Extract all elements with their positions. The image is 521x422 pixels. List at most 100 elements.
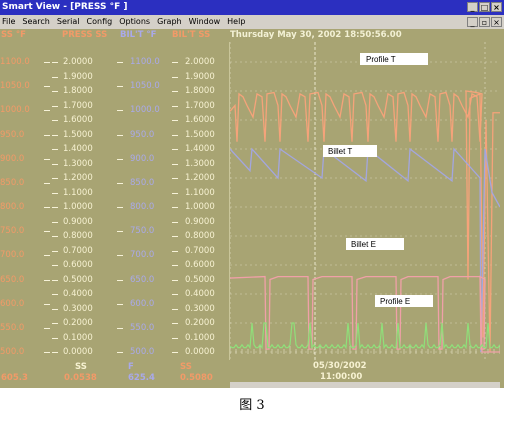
scale-tick [172, 352, 178, 353]
scale-tick [52, 279, 58, 281]
smart-view-window: Smart View - [PRESS °F ] _ □ × File Sear… [0, 0, 504, 388]
scale-col3-label: 600.0 [130, 298, 155, 309]
scale-tick [172, 120, 178, 121]
scale-tick [172, 76, 178, 78]
scale-col3-label: 850.0 [130, 177, 155, 188]
scale-tick [172, 192, 178, 194]
maximize-icon[interactable]: □ [479, 2, 490, 12]
scale-tick [172, 105, 178, 107]
scale-col1-label: 1100.0 [0, 57, 30, 67]
menu-graph[interactable]: Graph [157, 17, 182, 26]
scale-col2-label: 0.2000 [63, 318, 93, 328]
scale-tick [44, 62, 50, 63]
scale-tick [172, 221, 178, 223]
scale-tick [52, 337, 58, 339]
scale-col1-label: 750.0 [0, 226, 25, 237]
menu-options[interactable]: Options [119, 17, 151, 26]
footer-label-f: F [128, 362, 134, 372]
scale-col1-label: 500.0 [0, 347, 25, 357]
scale-tick [117, 207, 123, 208]
scale-col3-label: 650.0 [130, 274, 155, 285]
scale-col4-label: 0.1000 [185, 332, 215, 343]
scale-col2-label: 1.1000 [63, 187, 93, 198]
legend-billet-t: Billet T [323, 145, 377, 157]
scale-col4-label: 2.0000 [185, 57, 215, 67]
scale-tick [172, 178, 178, 179]
readout-press-ss: 0.0538 [64, 373, 97, 383]
scale-tick [117, 255, 123, 257]
scale-tick [44, 158, 50, 160]
scale-col2-label: 0.6000 [63, 260, 93, 270]
scale-tick [52, 163, 58, 165]
scale-col2-label: 0.7000 [63, 245, 93, 256]
child-close-icon[interactable]: × [491, 17, 502, 27]
scale-col3-label: 1000.0 [130, 105, 160, 116]
figure-caption: 图 3 [239, 398, 265, 413]
readout-billet-ss: 0.5080 [180, 373, 213, 383]
scale-col2-label: 0.0000 [63, 347, 93, 357]
scale-col2-label: 1.4000 [63, 144, 93, 154]
scale-tick [52, 105, 58, 107]
scale-tick [44, 231, 50, 233]
scale-tick [52, 134, 58, 136]
scale-tick [117, 134, 123, 136]
scale-col2-label: 1.2000 [63, 173, 93, 183]
scale-tick [117, 86, 123, 88]
legend-profile-e: Profile E [375, 295, 433, 307]
scale-col2-label: 2.0000 [63, 57, 93, 67]
scale-tick [44, 303, 50, 305]
cursor-time: 11:00:00 [320, 372, 363, 382]
scale-col4-label: 0.5000 [185, 274, 215, 285]
scale-col2-label: 0.9000 [63, 216, 93, 227]
scale-tick [44, 352, 50, 353]
menu-file[interactable]: File [2, 17, 16, 26]
scale-tick [172, 323, 178, 324]
scale-tick [172, 279, 178, 281]
menu-window[interactable]: Window [188, 17, 221, 26]
child-restore-icon[interactable]: ▫ [479, 17, 490, 27]
scale-tick [52, 294, 58, 295]
close-icon[interactable]: × [491, 2, 502, 12]
child-minimize-icon[interactable]: _ [467, 17, 478, 27]
scale-col2-label: 1.9000 [63, 71, 93, 82]
minimize-icon[interactable]: _ [467, 2, 478, 12]
scale-tick [172, 149, 178, 150]
scale-tick [44, 110, 50, 112]
plot-divider [229, 42, 230, 360]
menu-help[interactable]: Help [227, 17, 246, 26]
menu-serial[interactable]: Serial [56, 17, 80, 26]
scale-col1-label: 850.0 [0, 177, 25, 188]
plot-grid [230, 42, 500, 360]
scale-tick [44, 207, 50, 208]
menu-config[interactable]: Config [86, 17, 113, 26]
scale-tick [117, 327, 123, 329]
scale-col4-label: 0.6000 [185, 260, 215, 270]
header-press-ss: PRESS SS [62, 30, 108, 40]
legend-billet-e-label: Billet E [351, 240, 376, 249]
scale-tick [52, 352, 58, 353]
date-time-readout: Thursday May 30, 2002 18:50:56.00 [230, 30, 402, 40]
scale-tick [52, 192, 58, 194]
scale-tick [172, 91, 178, 92]
scale-col1-label: 950.0 [0, 129, 25, 140]
billet-t-trace [230, 147, 500, 353]
legend-billet-t-label: Billet T [328, 147, 352, 156]
billet-e-trace [230, 275, 500, 353]
menu-search[interactable]: Search [22, 17, 50, 26]
scale-col1-label: 900.0 [0, 153, 25, 164]
horizontal-scrollbar[interactable] [230, 382, 500, 388]
menu-bar: File Search Serial Config Options Graph … [0, 15, 504, 29]
scale-col1-label: 1000.0 [0, 105, 30, 116]
scale-tick [117, 182, 123, 184]
scale-col2-label: 0.5000 [63, 274, 93, 285]
scale-col2-label: 1.0000 [63, 202, 93, 212]
scale-col4-label: 0.0000 [185, 347, 215, 357]
scale-col3-label: 1050.0 [130, 81, 160, 92]
scale-col4-label: 1.3000 [185, 158, 215, 169]
scale-col2-label: 1.5000 [63, 129, 93, 140]
scale-tick [52, 91, 58, 92]
scale-tick [52, 120, 58, 121]
scale-tick [44, 327, 50, 329]
header-billet-f: BIL'T °F [120, 30, 157, 40]
scale-col4-label: 1.7000 [185, 100, 215, 111]
